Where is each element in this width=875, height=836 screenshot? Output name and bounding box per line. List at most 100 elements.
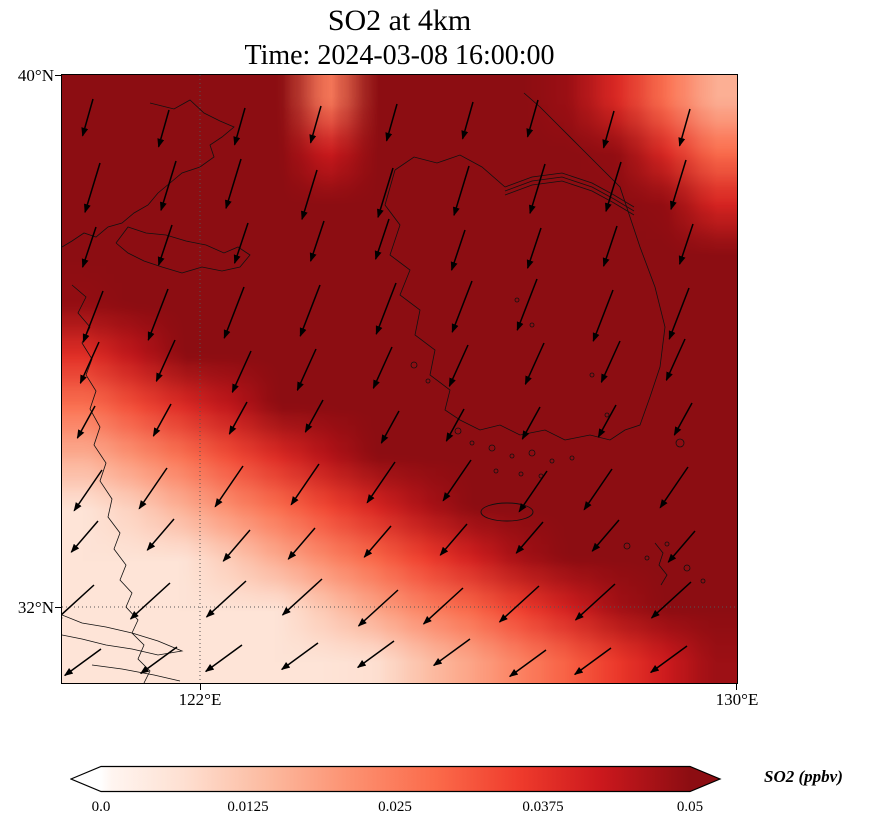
wind-arrow	[62, 584, 95, 622]
wind-arrow	[73, 469, 103, 512]
wind-arrow	[84, 162, 101, 214]
wind-arrow	[649, 645, 688, 674]
wind-arrow	[152, 403, 172, 437]
x-tick-label-130e: 130°E	[715, 690, 759, 709]
island	[528, 449, 536, 457]
wind-arrow	[296, 348, 317, 392]
wind-arrow	[223, 286, 245, 339]
wind-arrow	[673, 402, 693, 436]
wind-arrow	[659, 466, 689, 509]
island	[675, 438, 685, 448]
wind-arrow	[432, 638, 471, 667]
wind-arrow	[678, 223, 694, 265]
coastline	[504, 172, 635, 208]
island	[664, 541, 670, 547]
jeju-island	[480, 502, 534, 522]
island	[454, 427, 462, 435]
wind-arrow	[225, 158, 242, 210]
wind-arrow	[81, 226, 97, 268]
island	[425, 378, 431, 384]
y-tick-mark	[55, 75, 62, 76]
wind-arrow	[146, 518, 175, 551]
wind-arrow	[678, 108, 691, 147]
wind-arrow	[214, 465, 244, 508]
coastline	[115, 226, 251, 274]
wind-arrow	[204, 644, 243, 673]
wind-arrow	[290, 463, 320, 506]
wind-arrow	[526, 227, 542, 269]
wind-arrow	[453, 165, 470, 217]
wind-arrow	[498, 585, 540, 623]
wind-arrow	[451, 280, 473, 333]
colorbar-svg	[70, 765, 722, 793]
wind-arrow	[516, 278, 538, 331]
island	[529, 322, 535, 328]
wind-arrow	[233, 222, 249, 264]
wind-arrow	[461, 101, 474, 140]
wind-arrow	[529, 163, 546, 215]
wind-arrow	[377, 167, 394, 219]
y-tick-label-32n: 32°N	[17, 598, 54, 617]
coastline	[71, 284, 151, 683]
plot-area	[61, 74, 738, 684]
coastline	[384, 92, 666, 441]
wind-arrow	[667, 530, 696, 563]
wind-arrow	[515, 521, 544, 554]
island	[700, 578, 706, 584]
wind-arrow	[205, 580, 247, 618]
island	[514, 297, 520, 303]
wind-arrow	[448, 344, 469, 388]
island	[569, 455, 575, 461]
coastline	[62, 99, 235, 248]
coastline	[654, 542, 668, 586]
colorbar-tick-3: 0.0375	[522, 799, 564, 815]
wind-arrow	[301, 169, 318, 221]
wind-arrow	[304, 399, 324, 433]
colorbar-tick-1: 0.0125	[227, 799, 269, 815]
wind-arrow	[357, 589, 399, 627]
wind-arrow	[591, 519, 620, 552]
wind-arrow	[439, 523, 468, 556]
wind-arrow	[374, 218, 390, 260]
wind-arrow	[372, 346, 393, 390]
island	[509, 453, 515, 459]
wind-arrow	[670, 159, 687, 211]
chart-title: SO2 at 4km	[327, 4, 472, 37]
island	[644, 555, 650, 561]
wind-arrow	[521, 406, 541, 440]
x-tick-label-122e: 122°E	[178, 690, 222, 709]
wind-arrow	[356, 640, 395, 669]
wind-arrow	[63, 648, 102, 677]
coastline	[504, 180, 635, 216]
island	[469, 440, 475, 446]
wind-arrow	[222, 529, 251, 562]
wind-arrow	[79, 341, 100, 385]
wind-arrow	[138, 467, 168, 510]
wind-arrow	[592, 289, 614, 342]
wind-arrow	[287, 527, 316, 560]
island	[410, 361, 418, 369]
wind-arrow	[281, 578, 323, 616]
wind-arrow	[157, 109, 170, 148]
wind-arrow	[160, 160, 177, 212]
wind-arrow	[129, 582, 171, 620]
wind-arrow	[442, 459, 472, 502]
wind-arrow	[573, 647, 612, 676]
wind-arrow	[597, 404, 617, 438]
wind-arrow	[309, 105, 322, 144]
wind-arrow	[602, 225, 618, 267]
wind-arrow	[600, 340, 621, 384]
wind-arrow	[445, 408, 465, 442]
island	[493, 468, 499, 474]
coastline	[504, 176, 635, 212]
wind-arrow	[82, 290, 104, 343]
y-tick-mark	[55, 607, 62, 608]
wind-arrow	[526, 99, 539, 138]
island	[623, 542, 631, 550]
wind-arrow	[363, 525, 392, 558]
x-tick-mark	[200, 684, 201, 690]
island	[518, 471, 524, 477]
wind-arrow	[139, 646, 178, 675]
coastline	[91, 664, 181, 682]
